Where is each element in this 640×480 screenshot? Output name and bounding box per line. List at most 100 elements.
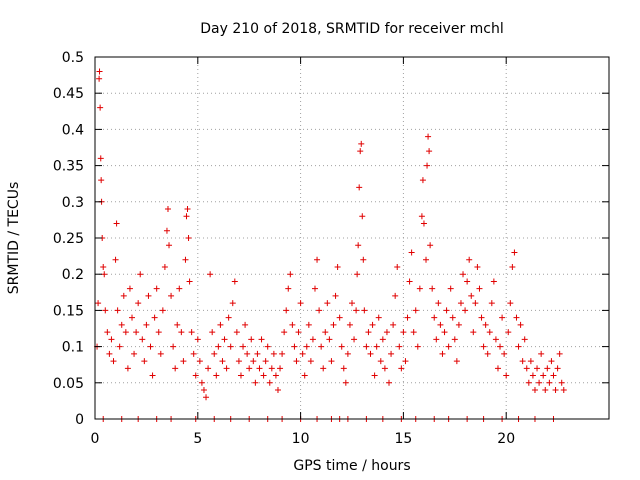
data-point: [527, 358, 534, 365]
data-point: [462, 307, 469, 314]
data-point: [546, 379, 553, 386]
data-point: [505, 329, 512, 336]
data-point: [246, 365, 253, 372]
data-point: [118, 321, 125, 328]
data-point: [369, 321, 376, 328]
data-point: [519, 358, 526, 365]
y-tick-label: 0.1: [62, 340, 84, 356]
data-point: [351, 336, 358, 343]
data-point: [126, 285, 133, 292]
data-point: [198, 379, 205, 386]
x-tick-label: 10: [292, 431, 310, 447]
data-point: [344, 350, 351, 357]
data-point: [525, 379, 532, 386]
data-point: [536, 379, 543, 386]
data-point: [542, 387, 549, 394]
data-point: [248, 336, 255, 343]
data-point: [507, 300, 514, 307]
y-tick-label: 0.3: [62, 195, 84, 211]
data-point: [474, 263, 481, 270]
data-point: [425, 133, 432, 140]
data-point: [102, 307, 109, 314]
data-point: [513, 314, 520, 321]
data-point: [531, 387, 538, 394]
data-point: [270, 350, 277, 357]
x-tick-labels: 0 5 10 15 20: [91, 431, 516, 447]
data-point: [272, 372, 279, 379]
data-point: [342, 379, 349, 386]
data-point: [188, 329, 195, 336]
data-point: [170, 343, 177, 350]
data-point: [453, 358, 460, 365]
data-point: [433, 336, 440, 343]
data-point: [229, 300, 236, 307]
data-point: [215, 343, 222, 350]
data-point: [116, 343, 123, 350]
data-point: [521, 336, 528, 343]
data-point: [457, 300, 464, 307]
data-point: [392, 292, 399, 299]
data-point: [256, 365, 263, 372]
x-tick-label: 20: [497, 431, 515, 447]
data-point: [476, 285, 483, 292]
data-point: [305, 321, 312, 328]
x-tick-label: 5: [193, 431, 202, 447]
data-point: [320, 365, 327, 372]
data-point: [149, 372, 156, 379]
data-point: [145, 292, 152, 299]
data-point: [451, 336, 458, 343]
data-point: [217, 321, 224, 328]
data-point: [511, 249, 518, 256]
data-point: [159, 307, 166, 314]
data-point: [336, 314, 343, 321]
data-point: [279, 350, 286, 357]
data-point: [478, 314, 485, 321]
y-tick-labels: 0 0.05 0.1 0.15 0.2 0.25 0.3 0.35 0.4 0.45 0.5: [53, 50, 84, 428]
data-point: [151, 314, 158, 321]
data-point: [242, 321, 249, 328]
data-point: [147, 343, 154, 350]
data-point: [122, 329, 129, 336]
data-point: [190, 350, 197, 357]
data-point: [213, 372, 220, 379]
data-point: [174, 321, 181, 328]
data-point: [131, 350, 138, 357]
data-point: [338, 343, 345, 350]
data-point: [466, 256, 473, 263]
data-point: [441, 329, 448, 336]
data-point: [394, 263, 401, 270]
data-point: [205, 365, 212, 372]
data-point: [252, 379, 259, 386]
data-point: [356, 184, 363, 191]
data-point: [303, 343, 310, 350]
y-tick-label: 0.25: [53, 231, 84, 247]
data-point: [164, 206, 171, 213]
data-point: [153, 285, 160, 292]
data-point: [470, 329, 477, 336]
y-tick-label: 0.2: [62, 267, 84, 283]
data-point: [447, 285, 454, 292]
data-point: [412, 307, 419, 314]
data-point: [155, 329, 162, 336]
data-point: [416, 285, 423, 292]
data-point: [311, 285, 318, 292]
y-tick-label: 0.35: [53, 159, 84, 175]
data-point: [349, 300, 355, 307]
data-point: [552, 387, 559, 394]
data-point: [494, 365, 501, 372]
data-point: [110, 358, 117, 365]
y-tick-label: 0.45: [53, 86, 84, 102]
data-point: [554, 365, 561, 372]
data-point: [326, 336, 333, 343]
data-point: [437, 321, 444, 328]
data-point: [365, 329, 372, 336]
data-point: [435, 300, 442, 307]
data-point: [106, 350, 113, 357]
data-point: [439, 350, 446, 357]
y-tick-label: 0.5: [62, 50, 84, 66]
data-point: [410, 329, 417, 336]
data-point: [357, 148, 364, 155]
grid: [95, 57, 609, 419]
data-point: [445, 343, 452, 350]
data-point: [141, 358, 148, 365]
